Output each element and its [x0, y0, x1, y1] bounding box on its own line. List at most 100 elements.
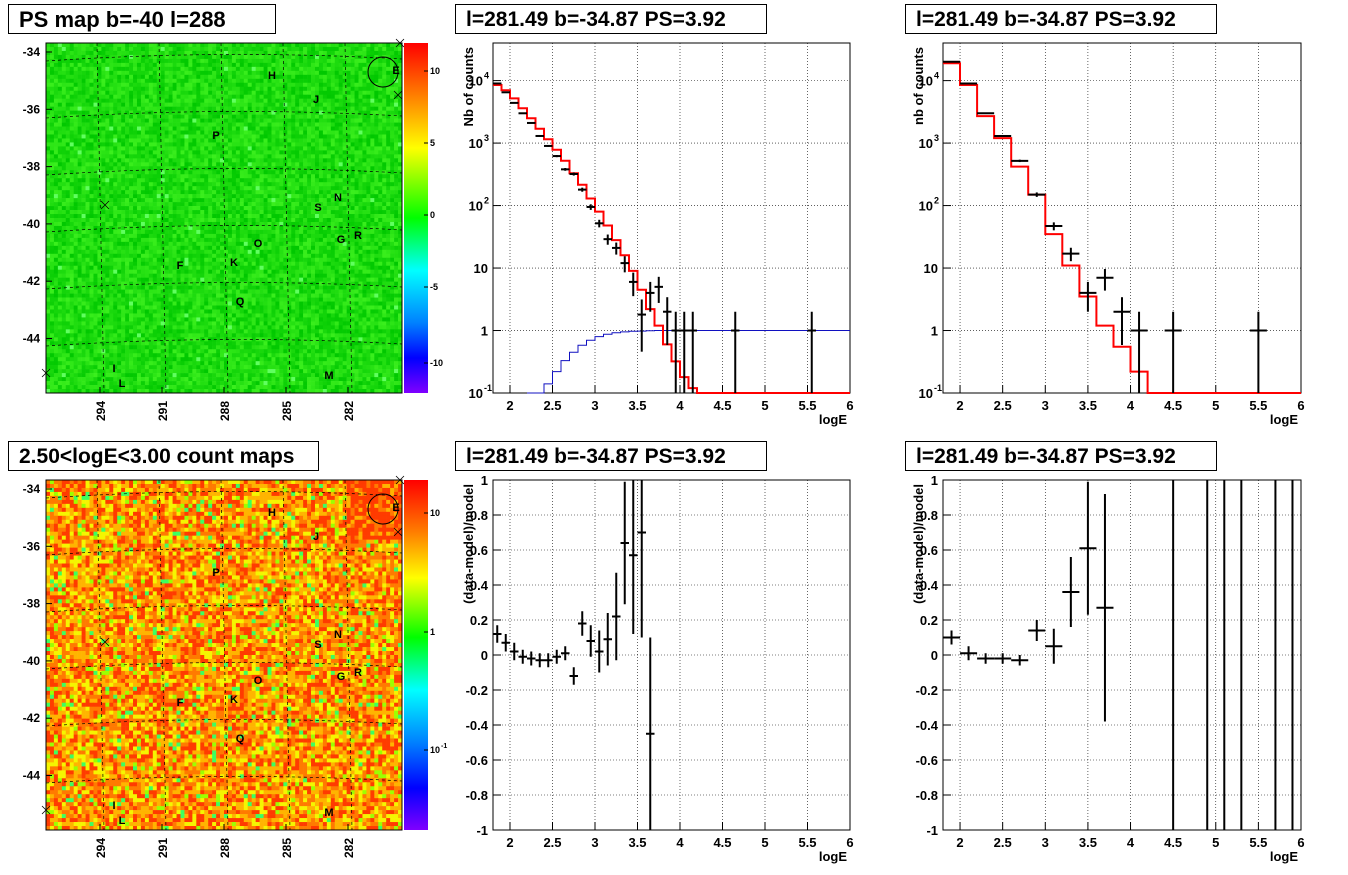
x-tick-label: 4.5: [1164, 835, 1182, 850]
data-point: [620, 481, 629, 605]
lat-tick-label: -44: [23, 769, 41, 783]
cross-marker: [395, 38, 405, 48]
chart-frame: [942, 479, 1302, 831]
y-tick-label: 0.2: [470, 613, 488, 628]
y-tick-label: -0.6: [916, 753, 938, 768]
colorbar-tick-label: -10: [430, 358, 443, 368]
data-point: [977, 112, 995, 115]
x-tick-label: 4.5: [713, 835, 731, 850]
data-point: [535, 653, 544, 668]
lat-tick-label: -36: [23, 102, 41, 116]
data-point: [943, 630, 961, 645]
data-point: [561, 167, 570, 171]
data-point: [535, 134, 544, 137]
y-tick-label: 10: [469, 74, 483, 89]
efficiency-curve: [527, 330, 850, 394]
source-label-e: E: [392, 502, 399, 514]
data-point: [1011, 159, 1029, 163]
x-tick-label: 2: [956, 835, 963, 850]
residual-fine-title: l=281.49 b=-34.87 PS=3.92: [455, 441, 767, 471]
x-tick-label: 2: [956, 398, 963, 413]
y-axis-label: Nb of counts: [461, 47, 476, 126]
cross-marker: [393, 527, 403, 537]
source-label-q: Q: [236, 733, 245, 745]
y-tick-label: 10: [919, 199, 933, 214]
source-label-k: K: [230, 694, 238, 706]
lon-tick-label: 288: [218, 401, 232, 421]
data-point: [527, 651, 536, 666]
source-label-o: O: [254, 238, 263, 250]
lon-tick-label: 291: [156, 401, 170, 421]
data-point: [671, 311, 680, 393]
x-axis-label: logE: [819, 849, 847, 864]
x-tick-label: 5: [761, 398, 768, 413]
y-tick-label: 10: [919, 136, 933, 151]
cross-marker: [393, 90, 403, 100]
data-point: [1113, 297, 1131, 346]
source-label-g: G: [337, 671, 346, 683]
lon-tick-label: 288: [218, 838, 232, 858]
y-tick-label: -0.4: [916, 718, 939, 733]
source-label-e: E: [392, 65, 399, 77]
data-point: [527, 121, 536, 124]
data-point: [501, 91, 510, 94]
y-axis-label: nb of counts: [911, 47, 926, 125]
y-tick-label: 10: [469, 136, 483, 151]
x-tick-label: 6: [846, 398, 853, 413]
colorbar: [404, 480, 428, 830]
x-tick-label: 3: [1042, 835, 1049, 850]
y-tick-label: -0.2: [916, 683, 938, 698]
data-point: [629, 480, 638, 634]
y-tick-label: 0.8: [920, 508, 938, 523]
x-tick-label: 5.5: [1249, 835, 1267, 850]
colorbar-tick-label: 5: [430, 138, 435, 148]
data-point: [960, 82, 978, 85]
y-tick-label: 10: [919, 386, 933, 401]
lon-tick-label: 294: [94, 838, 108, 858]
source-circle-marker: [367, 56, 399, 88]
y-tick-label: 1: [931, 473, 938, 488]
cross-marker: [41, 368, 51, 378]
source-label-l: L: [119, 378, 126, 390]
ps-map-panel: -34 -36 -38 -40 -42 -44 294 291 288 285 282 H J P S N O G…: [23, 38, 443, 421]
count-map-panel: -34 -36 -38 -40 -42 -44 294 291 288 285 282 H J P S N O G…: [23, 475, 447, 858]
y-tick-label: -1: [476, 823, 488, 838]
data-point: [518, 112, 527, 115]
colorbar-tick-label: 10: [430, 508, 440, 518]
data-point: [501, 634, 510, 652]
source-label-i: I: [112, 800, 115, 812]
y-tick-label: 1: [481, 324, 488, 339]
data-point: [663, 297, 672, 346]
lat-tick-label: -40: [23, 217, 41, 231]
x-tick-label: 4: [1127, 835, 1135, 850]
spectrum-coarse-title: l=281.49 b=-34.87 PS=3.92: [905, 4, 1217, 34]
data-point: [1045, 222, 1063, 231]
data-point: [518, 649, 527, 664]
source-label-n: N: [334, 629, 342, 641]
source-label-r: R: [354, 667, 362, 679]
data-point: [1096, 494, 1114, 722]
y-tick-label: -0.4: [466, 718, 489, 733]
lon-tick-label: 282: [342, 838, 356, 858]
source-label-i: I: [112, 363, 115, 375]
source-label-q: Q: [236, 296, 245, 308]
x-tick-label: 3: [1042, 398, 1049, 413]
lat-tick-label: -42: [23, 711, 41, 725]
x-tick-label: 3: [591, 835, 598, 850]
chart-grid: [943, 479, 1302, 831]
data-point: [510, 101, 519, 104]
colorbar-tick-label: -5: [430, 282, 438, 292]
data-point: [680, 311, 689, 393]
x-tick-label: 5: [1212, 835, 1219, 850]
source-label-m: M: [324, 370, 333, 382]
x-axis-label: logE: [1270, 412, 1298, 427]
x-tick-label: 4: [676, 835, 684, 850]
x-tick-label: 2: [506, 835, 513, 850]
chart-frame: [942, 42, 1302, 394]
data-point: [731, 311, 740, 393]
lat-tick-label: -42: [23, 274, 41, 288]
data-point: [603, 234, 612, 245]
data-point: [637, 480, 646, 638]
source-label-r: R: [354, 230, 362, 242]
colorbar-tick-label: 0: [430, 210, 435, 220]
